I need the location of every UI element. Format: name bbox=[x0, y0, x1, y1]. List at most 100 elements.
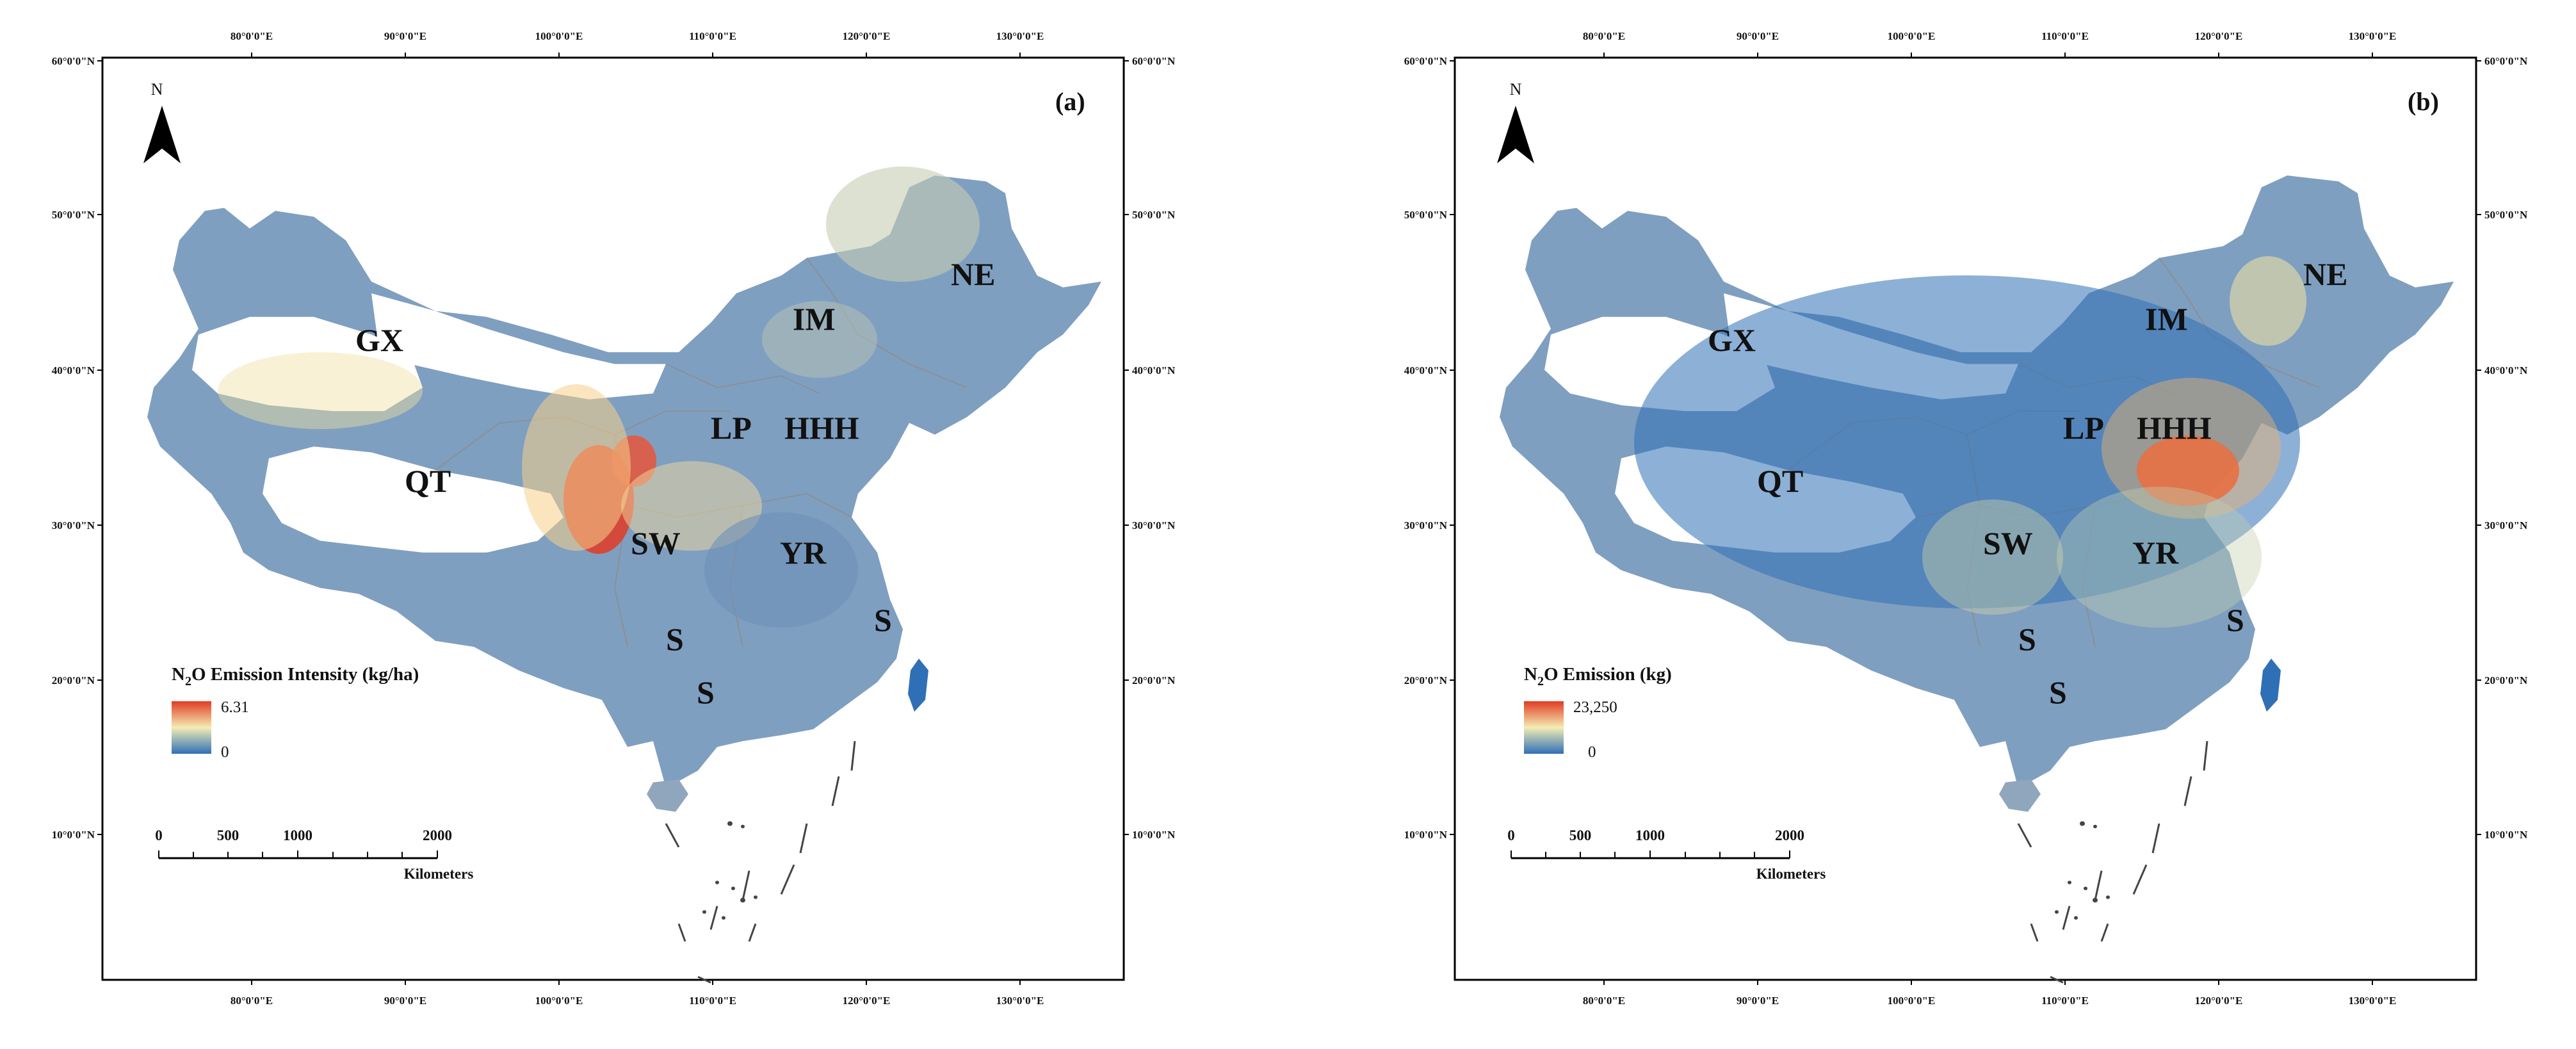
hotspots-b bbox=[1634, 256, 2306, 628]
region-label-s-mainland-b: S bbox=[2018, 621, 2036, 657]
right-tick-b-20: 20°0'0"N bbox=[2484, 674, 2528, 687]
region-label-s-taiwan: S bbox=[874, 602, 892, 638]
north-label-a: N bbox=[151, 80, 163, 99]
right-axis-b: 60°0'0"N 50°0'0"N 40°0'0"N 30°0'0"N 20°0… bbox=[2476, 55, 2528, 841]
bottom-tick-b-80: 80°0'0"E bbox=[1583, 995, 1625, 1007]
region-label-s-hainan: S bbox=[697, 674, 715, 710]
right-tick-b-30: 30°0'0"N bbox=[2484, 519, 2528, 532]
right-tick-a-30: 30°0'0"N bbox=[1132, 519, 1176, 532]
left-tick-b-60: 60°0'0"N bbox=[1404, 55, 1448, 67]
region-label-lp: LP bbox=[711, 410, 752, 446]
north-arrow-icon: N bbox=[143, 80, 181, 163]
region-label-qt: QT bbox=[405, 463, 451, 499]
region-label-s-taiwan-b: S bbox=[2226, 602, 2244, 638]
legend-max-b: 23,250 bbox=[1573, 699, 1617, 716]
legend-gradient-a bbox=[172, 701, 211, 754]
top-axis-b: 80°0'0"E 90°0'0"E 100°0'0"E 110°0'0"E 12… bbox=[1583, 30, 2397, 58]
bottom-tick-b-100: 100°0'0"E bbox=[1888, 995, 1936, 1007]
region-label-im-b: IM bbox=[2145, 301, 2188, 337]
right-tick-a-20: 20°0'0"N bbox=[1132, 674, 1176, 687]
scale-tick-1000-a: 1000 bbox=[283, 827, 312, 843]
scale-bar-b: 0 500 1000 2000 Kilometers bbox=[1507, 827, 1826, 882]
right-tick-b-10: 10°0'0"N bbox=[2484, 829, 2528, 841]
top-tick-a-90: 90°0'0"E bbox=[384, 30, 426, 42]
left-tick-a-30: 30°0'0"N bbox=[52, 519, 95, 532]
north-arrow-icon: N bbox=[1497, 80, 1534, 163]
bottom-tick-b-110: 110°0'0"E bbox=[2041, 995, 2089, 1007]
right-tick-b-50: 50°0'0"N bbox=[2484, 209, 2528, 221]
bottom-tick-a-120: 120°0'0"E bbox=[843, 995, 891, 1007]
right-tick-b-40: 40°0'0"N bbox=[2484, 364, 2528, 377]
panel-label-a: (a) bbox=[1055, 87, 1085, 116]
hotspots-a bbox=[218, 167, 980, 628]
region-label-sw: SW bbox=[631, 525, 681, 561]
top-tick-b-130: 130°0'0"E bbox=[2349, 30, 2397, 42]
region-label-s-mainland: S bbox=[666, 621, 684, 657]
bottom-tick-a-90: 90°0'0"E bbox=[384, 995, 426, 1007]
top-tick-a-100: 100°0'0"E bbox=[535, 30, 583, 42]
top-tick-b-110: 110°0'0"E bbox=[2041, 30, 2089, 42]
right-axis-a: 60°0'0"N 50°0'0"N 40°0'0"N 30°0'0"N 20°0… bbox=[1124, 55, 1176, 841]
bottom-axis-a: 80°0'0"E 90°0'0"E 100°0'0"E 110°0'0"E 12… bbox=[231, 980, 1044, 1007]
top-tick-b-120: 120°0'0"E bbox=[2195, 30, 2243, 42]
scale-tick-500-b: 500 bbox=[1569, 827, 1592, 843]
top-axis-a: 80°0'0"E 90°0'0"E 100°0'0"E 110°0'0"E 12… bbox=[231, 30, 1044, 58]
legend-title-b: N2O Emission (kg) bbox=[1524, 664, 1672, 688]
bottom-tick-a-100: 100°0'0"E bbox=[535, 995, 583, 1007]
panel-a: GX IM NE LP HHH QT SW YR S S S (a) N N2O… bbox=[52, 30, 1176, 1007]
top-tick-a-130: 130°0'0"E bbox=[996, 30, 1044, 42]
region-label-s-hainan-b: S bbox=[2049, 674, 2067, 710]
bottom-tick-b-90: 90°0'0"E bbox=[1737, 995, 1779, 1007]
scale-tick-1000-b: 1000 bbox=[1635, 827, 1665, 843]
left-tick-a-20: 20°0'0"N bbox=[52, 674, 95, 687]
panel-label-b: (b) bbox=[2408, 87, 2439, 116]
region-label-ne: NE bbox=[951, 256, 995, 292]
map-body-b bbox=[1498, 174, 2455, 984]
left-tick-b-20: 20°0'0"N bbox=[1404, 674, 1448, 687]
top-tick-a-120: 120°0'0"E bbox=[843, 30, 891, 42]
region-label-qt-b: QT bbox=[1757, 463, 1803, 499]
legend-title-a: N2O Emission Intensity (kg/ha) bbox=[172, 664, 419, 688]
region-label-gx-b: GX bbox=[1708, 322, 1756, 358]
bottom-tick-a-110: 110°0'0"E bbox=[689, 995, 736, 1007]
left-tick-b-40: 40°0'0"N bbox=[1404, 364, 1448, 377]
top-tick-b-80: 80°0'0"E bbox=[1583, 30, 1625, 42]
left-tick-b-50: 50°0'0"N bbox=[1404, 209, 1448, 221]
right-tick-a-50: 50°0'0"N bbox=[1132, 209, 1176, 221]
scale-tick-0-a: 0 bbox=[155, 827, 163, 843]
region-label-gx: GX bbox=[355, 322, 403, 358]
map-body-a bbox=[146, 167, 1103, 984]
right-tick-a-10: 10°0'0"N bbox=[1132, 829, 1176, 841]
region-label-ne-b: NE bbox=[2303, 256, 2347, 292]
legend-b: N2O Emission (kg) 23,250 0 bbox=[1524, 664, 1672, 761]
legend-a: N2O Emission Intensity (kg/ha) 6.31 0 bbox=[172, 664, 419, 761]
region-label-yr-b: YR bbox=[2132, 535, 2179, 571]
region-label-im: IM bbox=[793, 301, 836, 337]
region-label-lp-b: LP bbox=[2063, 410, 2104, 446]
scale-tick-0-b: 0 bbox=[1507, 827, 1515, 843]
scale-unit-b: Kilometers bbox=[1756, 866, 1826, 882]
bottom-axis-b: 80°0'0"E 90°0'0"E 100°0'0"E 110°0'0"E 12… bbox=[1583, 980, 2396, 1007]
right-tick-b-60: 60°0'0"N bbox=[2484, 55, 2528, 67]
region-label-hhh: HHH bbox=[784, 410, 859, 446]
right-tick-a-40: 40°0'0"N bbox=[1132, 364, 1176, 377]
top-tick-b-90: 90°0'0"E bbox=[1737, 30, 1779, 42]
bottom-tick-b-120: 120°0'0"E bbox=[2195, 995, 2243, 1007]
scale-tick-500-a: 500 bbox=[217, 827, 239, 843]
top-tick-b-100: 100°0'0"E bbox=[1888, 30, 1936, 42]
left-tick-a-60: 60°0'0"N bbox=[52, 55, 95, 67]
legend-min-a: 0 bbox=[221, 744, 229, 761]
scale-unit-a: Kilometers bbox=[404, 866, 474, 882]
left-tick-a-50: 50°0'0"N bbox=[52, 209, 95, 221]
left-tick-b-30: 30°0'0"N bbox=[1404, 519, 1448, 532]
top-tick-a-80: 80°0'0"E bbox=[231, 30, 273, 42]
bottom-tick-a-80: 80°0'0"E bbox=[231, 995, 273, 1007]
left-axis-b: 60°0'0"N 50°0'0"N 40°0'0"N 30°0'0"N 20°0… bbox=[1404, 55, 1455, 841]
legend-max-a: 6.31 bbox=[221, 699, 249, 716]
top-tick-a-110: 110°0'0"E bbox=[689, 30, 736, 42]
left-tick-a-10: 10°0'0"N bbox=[52, 829, 95, 841]
bottom-tick-a-130: 130°0'0"E bbox=[996, 995, 1044, 1007]
legend-min-b: 0 bbox=[1588, 744, 1596, 761]
scale-tick-2000-a: 2000 bbox=[423, 827, 452, 843]
